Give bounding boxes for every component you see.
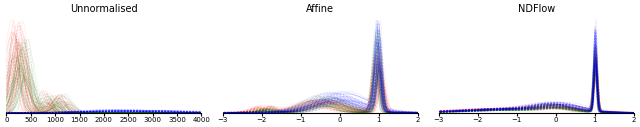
Title: Affine: Affine [306, 4, 334, 14]
Title: Unnormalised: Unnormalised [70, 4, 138, 14]
Title: NDFlow: NDFlow [518, 4, 555, 14]
